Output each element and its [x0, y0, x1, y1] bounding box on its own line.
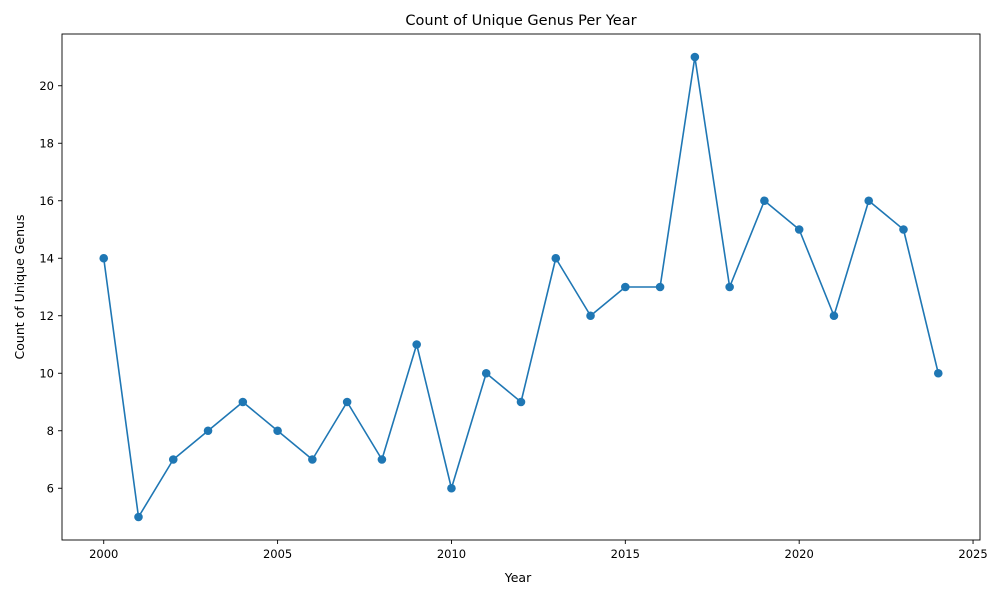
- data-point: [134, 512, 143, 522]
- data-point: [377, 455, 387, 464]
- data-point: [621, 282, 630, 292]
- x-axis-label: Year: [504, 570, 532, 585]
- data-point: [168, 455, 178, 464]
- y-tick-label: 16: [39, 194, 54, 208]
- y-tick-label: 18: [39, 136, 54, 150]
- data-point: [273, 426, 282, 436]
- data-point: [342, 397, 352, 407]
- data-point: [899, 225, 908, 234]
- x-axis: 2000 2005 2010 2015 2020 2025: [89, 540, 988, 561]
- y-axis-label: Count of Unique Genus: [12, 215, 27, 360]
- data-point: [99, 253, 109, 263]
- data-point: [829, 311, 839, 321]
- y-tick-label: 12: [39, 309, 54, 323]
- data-point: [760, 196, 769, 206]
- data-point: [203, 426, 213, 436]
- y-tick-label: 14: [39, 251, 54, 265]
- data-point: [238, 397, 248, 407]
- x-tick-label: 2005: [263, 547, 292, 561]
- x-tick-label: 2020: [785, 547, 814, 561]
- data-point: [412, 340, 421, 349]
- y-tick-label: 10: [39, 366, 54, 380]
- y-tick-label: 20: [39, 79, 54, 93]
- plot-area: [61, 33, 981, 541]
- x-tick-label: 2015: [611, 547, 640, 561]
- data-point: [933, 368, 943, 378]
- data-point: [794, 225, 804, 234]
- data-point: [864, 196, 874, 206]
- y-tick-label: 6: [47, 481, 54, 495]
- data-point: [516, 397, 526, 407]
- data-point: [586, 311, 595, 321]
- data-point: [308, 455, 317, 464]
- data-point: [481, 368, 491, 378]
- data-point: [655, 282, 665, 292]
- series-layer: [99, 52, 943, 522]
- y-tick-label: 8: [47, 424, 54, 438]
- data-point: [447, 483, 456, 493]
- y-axis: 6 8 10 12 14 16 18 20: [39, 79, 62, 495]
- x-tick-label: 2000: [89, 547, 118, 561]
- data-point: [725, 282, 734, 292]
- chart-title: Count of Unique Genus Per Year: [405, 13, 636, 29]
- x-tick-label: 2010: [437, 547, 466, 561]
- x-tick-label: 2025: [958, 547, 987, 561]
- data-point: [551, 253, 561, 263]
- data-point: [690, 52, 700, 62]
